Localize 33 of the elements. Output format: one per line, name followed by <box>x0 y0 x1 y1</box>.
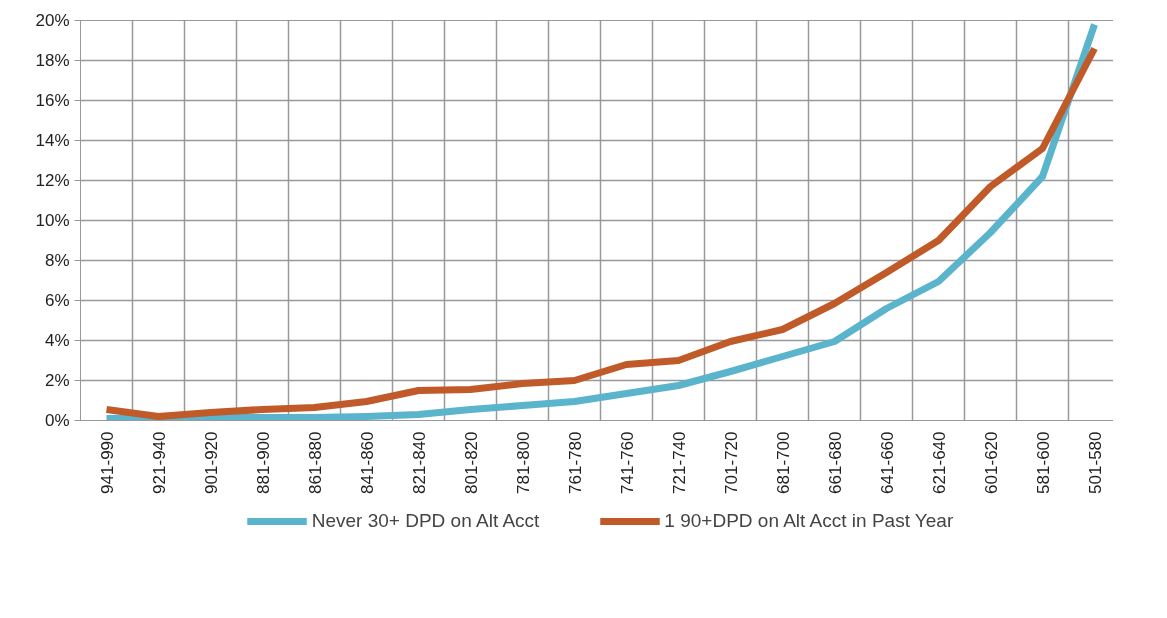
x-tick-label: 821-840 <box>409 431 429 494</box>
x-tick-label: 881-900 <box>253 431 273 494</box>
x-tick-label: 761-780 <box>565 431 585 494</box>
x-tick-label: 661-680 <box>825 431 845 494</box>
x-tick-label: 941-990 <box>97 431 117 494</box>
x-tick-label: 601-620 <box>981 431 1001 494</box>
x-tick-label: 801-820 <box>461 431 481 494</box>
y-tick-label: 10% <box>35 211 70 230</box>
y-tick-label: 12% <box>35 171 70 190</box>
y-tick-label: 20% <box>35 11 70 30</box>
legend-label: 1 90+DPD on Alt Acct in Past Year <box>664 510 954 532</box>
x-tick-label: 841-860 <box>357 431 377 494</box>
y-tick-label: 4% <box>44 331 70 350</box>
y-tick-label: 14% <box>35 131 70 150</box>
x-tick-label: 641-660 <box>877 431 897 494</box>
x-tick-label: 581-600 <box>1033 431 1053 494</box>
y-tick-label: 16% <box>35 91 70 110</box>
x-tick-label: 901-920 <box>201 431 221 494</box>
x-tick-label: 701-720 <box>721 431 741 494</box>
legend-label: Never 30+ DPD on Alt Acct <box>311 510 540 532</box>
x-tick-label: 721-740 <box>669 431 689 494</box>
y-tick-label: 18% <box>35 51 70 70</box>
x-tick-label: 681-700 <box>773 431 793 494</box>
y-tick-label: 6% <box>44 291 70 310</box>
y-tick-label: 8% <box>44 251 70 270</box>
x-tick-label: 741-760 <box>617 431 637 494</box>
x-tick-label: 621-640 <box>929 431 949 494</box>
x-tick-label: 921-940 <box>149 431 169 494</box>
y-tick-label: 2% <box>44 371 70 390</box>
x-tick-label: 861-880 <box>305 431 325 494</box>
x-tick-label: 781-800 <box>513 431 533 494</box>
y-tick-label: 0% <box>44 411 70 430</box>
x-tick-label: 501-580 <box>1085 431 1105 494</box>
